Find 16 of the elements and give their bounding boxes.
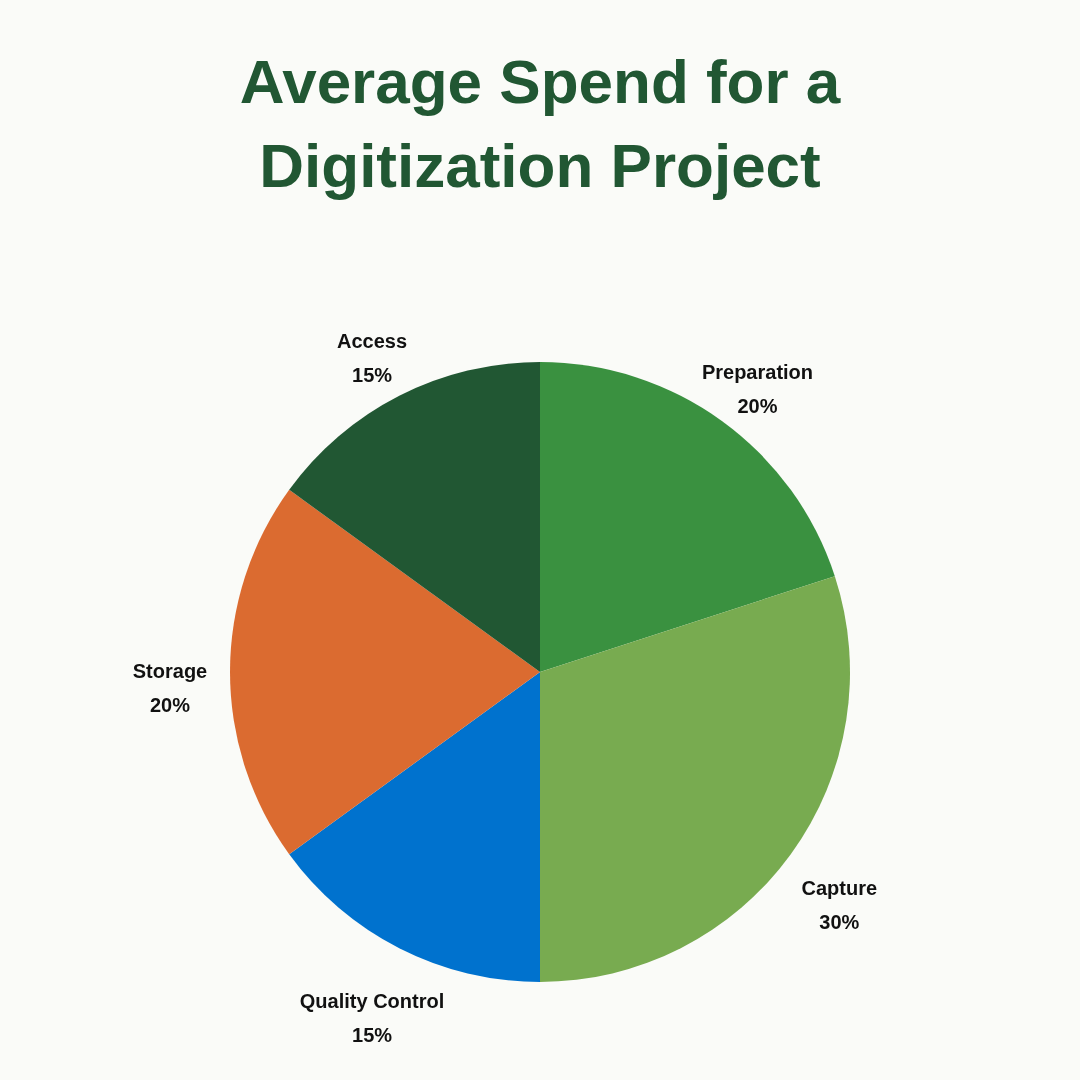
pie-slice xyxy=(289,362,540,672)
data-label: 15% xyxy=(352,364,393,387)
slice-label: Capture xyxy=(801,877,878,900)
slice-label: Access xyxy=(336,330,408,353)
text: Average Spend for a xyxy=(239,47,841,116)
data-label: 20% xyxy=(149,694,191,716)
text: Digitization Project xyxy=(259,131,821,200)
data-label: 20% xyxy=(737,394,778,417)
slice-label: Storage xyxy=(132,660,208,682)
slice-label: Quality Control xyxy=(299,989,445,1012)
pie-slice xyxy=(540,362,835,672)
data-label: 15% xyxy=(352,1023,393,1046)
data-label: 30% xyxy=(819,911,860,934)
pie-slice xyxy=(230,489,540,855)
slice-label: Preparation xyxy=(701,360,814,383)
pie-slice xyxy=(289,672,540,982)
